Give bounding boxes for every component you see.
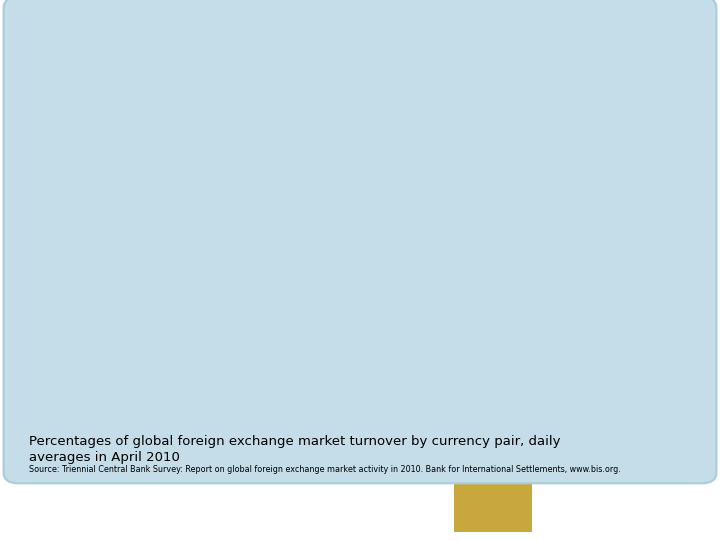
Bar xyxy=(611,379,621,405)
Bar xyxy=(564,397,574,405)
Bar xyxy=(547,394,557,405)
Bar xyxy=(668,397,678,405)
Bar xyxy=(93,303,102,405)
Text: averages in April 2010: averages in April 2010 xyxy=(29,451,180,464)
Bar xyxy=(318,390,327,405)
Bar xyxy=(402,61,411,405)
Bar xyxy=(308,386,318,405)
Bar xyxy=(281,382,290,405)
Bar xyxy=(291,382,300,405)
Bar xyxy=(631,363,640,405)
Bar xyxy=(103,299,112,405)
Bar xyxy=(518,397,526,405)
Bar xyxy=(422,84,431,405)
Bar xyxy=(412,72,421,405)
Text: Source: Triennial Central Bank Survey: Report on global foreign exchange market : Source: Triennial Central Bank Survey: R… xyxy=(29,465,621,475)
Legend: 2001%, 2004%, 2007%, 2010%: 2001%, 2004%, 2007%, 2010% xyxy=(77,37,241,86)
Bar xyxy=(454,481,531,532)
Bar xyxy=(187,329,196,405)
Bar xyxy=(470,401,480,405)
Bar xyxy=(214,363,223,405)
Bar xyxy=(688,390,697,405)
Bar xyxy=(197,337,206,405)
Bar xyxy=(621,386,631,405)
Bar xyxy=(328,390,337,405)
Bar xyxy=(365,386,374,405)
Bar xyxy=(537,397,546,405)
Bar xyxy=(140,356,149,405)
Bar xyxy=(177,348,186,405)
Bar xyxy=(73,292,82,405)
Bar xyxy=(527,397,536,405)
Bar xyxy=(594,382,603,405)
Bar xyxy=(490,394,500,405)
Bar xyxy=(120,329,130,405)
Bar xyxy=(338,386,347,405)
Text: City University: City University xyxy=(559,514,641,523)
Bar xyxy=(261,390,270,405)
Text: Percentages of global foreign exchange market turnover by currency pair, daily: Percentages of global foreign exchange m… xyxy=(29,435,560,448)
Bar xyxy=(355,386,364,405)
Y-axis label: %: % xyxy=(22,203,34,216)
Bar xyxy=(500,394,509,405)
Bar xyxy=(575,390,583,405)
Text: BIRMINGHAM: BIRMINGHAM xyxy=(559,488,653,501)
Bar xyxy=(384,390,394,405)
Bar xyxy=(271,386,280,405)
Bar xyxy=(584,397,593,405)
Bar xyxy=(658,397,667,405)
Bar xyxy=(375,386,384,405)
Bar xyxy=(167,341,176,405)
Bar xyxy=(641,356,650,405)
Bar xyxy=(678,394,688,405)
Bar xyxy=(480,394,490,405)
Bar xyxy=(234,360,243,405)
Bar xyxy=(150,352,159,405)
Bar xyxy=(130,341,139,405)
Bar xyxy=(83,299,92,405)
Bar xyxy=(244,371,253,405)
Bar xyxy=(224,356,233,405)
Bar xyxy=(432,87,441,405)
